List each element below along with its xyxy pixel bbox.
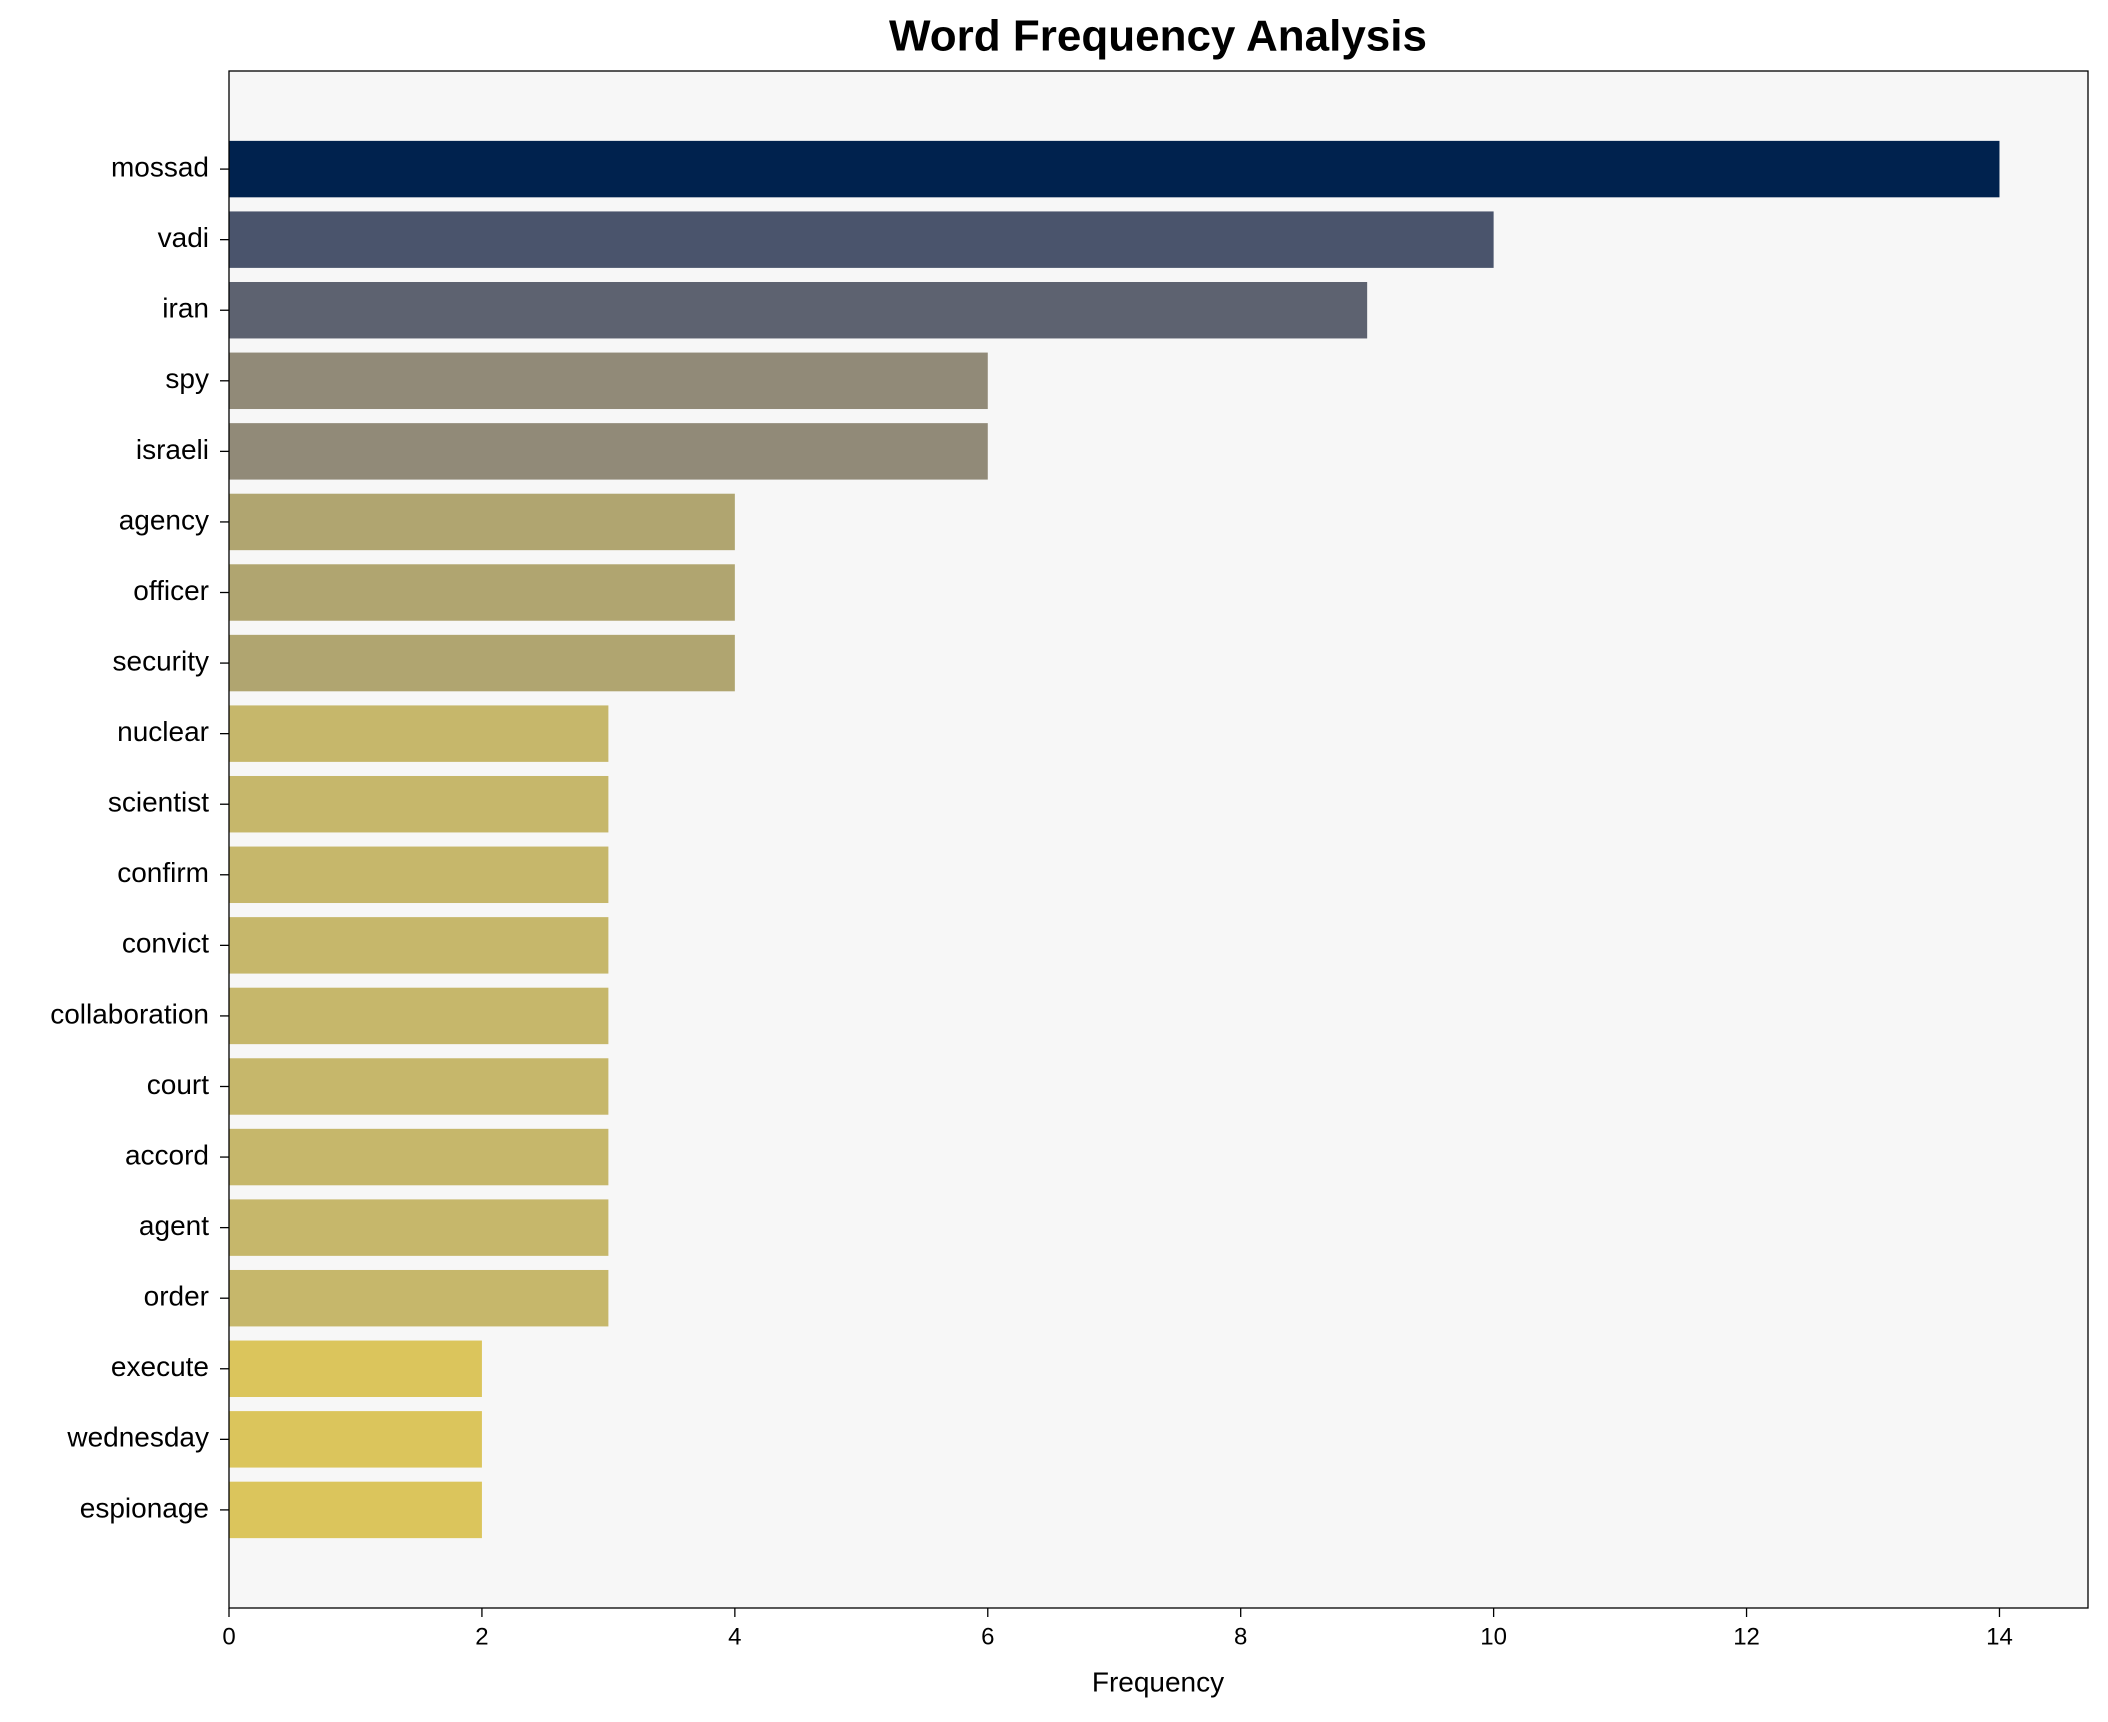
y-tick-label: wednesday — [66, 1422, 209, 1453]
y-tick-label: nuclear — [117, 716, 209, 747]
bar — [229, 211, 1494, 268]
y-tick-label: scientist — [108, 787, 209, 818]
bar — [229, 423, 988, 480]
bar — [229, 1340, 482, 1397]
bar — [229, 775, 609, 833]
y-tick-label: agency — [119, 504, 209, 535]
bar — [229, 1411, 482, 1468]
x-tick-label: 10 — [1480, 1623, 1507, 1650]
x-tick-label: 12 — [1733, 1623, 1760, 1650]
y-tick-label: order — [144, 1281, 209, 1312]
plot-frame — [228, 70, 2089, 1609]
y-tick-label: convict — [122, 928, 209, 959]
bar — [229, 634, 735, 692]
y-tick-label: vadi — [158, 222, 209, 253]
x-tick-label: 4 — [728, 1623, 741, 1650]
y-tick-label: agent — [139, 1210, 209, 1241]
y-tick-label: accord — [125, 1139, 209, 1170]
bar — [229, 352, 988, 410]
bar — [229, 917, 609, 974]
bar — [229, 846, 609, 904]
y-tick-label: court — [147, 1069, 209, 1100]
bar — [229, 564, 735, 621]
chart-title: Word Frequency Analysis — [889, 12, 1427, 61]
x-tick-label: 2 — [475, 1623, 488, 1650]
y-tick-label: security — [113, 645, 209, 676]
x-tick-label: 0 — [222, 1623, 235, 1650]
bar — [229, 1058, 609, 1115]
y-tick-label: officer — [133, 575, 209, 606]
y-tick-label: collaboration — [50, 998, 209, 1029]
bar — [229, 987, 609, 1045]
y-tick-label: mossad — [111, 151, 209, 182]
bar — [229, 1481, 482, 1539]
y-tick-label: execute — [111, 1351, 209, 1382]
bar — [229, 1199, 609, 1256]
bar — [229, 140, 2000, 198]
bar — [229, 1269, 609, 1327]
bar — [229, 282, 1368, 339]
x-tick-label: 14 — [1986, 1623, 2013, 1650]
y-tick-label: spy — [165, 363, 209, 394]
x-axis-label: Frequency — [1092, 1666, 1224, 1697]
bar — [229, 705, 609, 762]
y-tick-label: espionage — [80, 1492, 209, 1523]
bar — [229, 1128, 609, 1186]
y-tick-label: confirm — [117, 857, 209, 888]
x-tick-label: 6 — [981, 1623, 994, 1650]
bar — [229, 493, 735, 551]
y-tick-label: iran — [162, 293, 209, 324]
y-tick-label: israeli — [136, 434, 209, 465]
x-tick-label: 8 — [1234, 1623, 1247, 1650]
